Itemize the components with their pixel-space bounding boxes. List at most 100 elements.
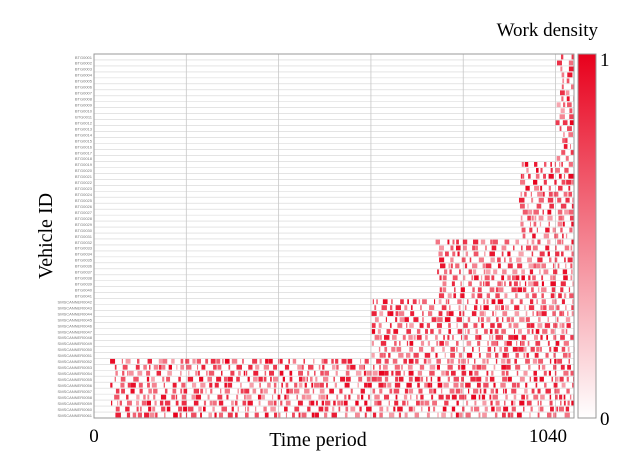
heatmap-cell — [475, 299, 478, 305]
heatmap-cell — [540, 167, 543, 173]
heatmap-cell — [472, 346, 474, 352]
heatmap-cell — [571, 203, 574, 209]
heatmap-cell — [440, 388, 443, 394]
heatmap-cell — [426, 323, 431, 328]
heatmap-cell — [461, 364, 466, 370]
heatmap-cell — [540, 305, 543, 310]
heatmap-cell — [525, 382, 528, 388]
heatmap-cell — [501, 370, 505, 376]
heatmap-cell — [516, 370, 519, 376]
heatmap-cell — [480, 305, 482, 310]
heatmap-cell — [477, 287, 482, 293]
heatmap-cell — [388, 352, 391, 358]
heatmap-cell — [463, 275, 466, 281]
heatmap-cell — [565, 90, 570, 96]
vehicle-id-label: BTG0001 — [75, 55, 93, 60]
heatmap-cell — [385, 317, 387, 322]
heatmap-cell — [222, 358, 224, 364]
heatmap-cell — [420, 376, 424, 382]
heatmap-cell — [172, 388, 177, 394]
heatmap-cell — [324, 406, 329, 412]
heatmap-cell — [273, 388, 277, 394]
heatmap-cell — [525, 358, 530, 364]
heatmap-cell — [528, 209, 533, 215]
heatmap-cell — [179, 412, 182, 418]
heatmap-cell — [531, 388, 535, 394]
heatmap-cell — [418, 388, 423, 394]
heatmap-cell — [434, 299, 436, 305]
heatmap-cell — [298, 370, 303, 376]
heatmap-cell — [562, 233, 564, 239]
heatmap-cell — [191, 382, 197, 388]
x-tick-label-start: 0 — [89, 426, 99, 447]
heatmap-cell — [485, 263, 492, 269]
heatmap-cell — [571, 311, 574, 316]
heatmap-cell — [436, 323, 442, 328]
heatmap-cell — [364, 412, 367, 418]
heatmap-cell — [258, 400, 261, 406]
heatmap-cell — [404, 317, 409, 322]
heatmap-cell — [125, 358, 131, 364]
heatmap-cell — [491, 245, 497, 251]
heatmap-cell — [540, 335, 543, 340]
heatmap-cell — [136, 406, 139, 412]
heatmap-cell — [472, 269, 477, 275]
heatmap-cell — [548, 185, 551, 191]
heatmap-cell — [495, 400, 500, 406]
heatmap-cell — [399, 317, 405, 322]
heatmap-cell — [197, 370, 200, 376]
heatmap-cell — [497, 257, 501, 263]
heatmap-cell — [329, 388, 334, 394]
heatmap-cell — [260, 388, 263, 394]
heatmap-cell — [378, 370, 385, 376]
heatmap-cell — [303, 376, 306, 382]
heatmap-cell — [521, 341, 525, 346]
heatmap-cell — [466, 341, 472, 346]
heatmap-cell — [373, 364, 375, 370]
heatmap-cell — [464, 263, 468, 269]
heatmap-cell — [522, 233, 526, 239]
heatmap-cell — [515, 352, 519, 358]
heatmap-cell — [413, 352, 419, 358]
heatmap-cell — [246, 394, 252, 400]
heatmap-cell — [508, 335, 514, 340]
heatmap-cell — [460, 358, 466, 364]
heatmap-cell — [504, 400, 506, 406]
heatmap-cell — [541, 311, 547, 316]
heatmap-cell — [547, 251, 550, 257]
heatmap-cell — [114, 376, 116, 382]
heatmap-cell — [408, 335, 413, 340]
heatmap-cell — [531, 215, 534, 221]
heatmap-cell — [567, 311, 569, 316]
heatmap-cell — [410, 311, 415, 316]
heatmap-cell — [321, 358, 324, 364]
heatmap-cell — [460, 382, 464, 388]
heatmap-cell — [501, 412, 506, 418]
heatmap-cell — [137, 370, 143, 376]
heatmap-cell — [566, 376, 569, 382]
heatmap-cell — [301, 364, 304, 370]
heatmap-cell — [203, 400, 207, 406]
heatmap-cell — [571, 305, 574, 310]
heatmap-cell — [479, 311, 485, 316]
heatmap-cell — [383, 352, 386, 358]
heatmap-cell — [514, 400, 516, 406]
heatmap-cell — [384, 346, 388, 352]
heatmap-cell — [490, 257, 495, 263]
heatmap-cell — [364, 400, 368, 406]
heatmap-cell — [553, 335, 557, 340]
heatmap-cell — [377, 376, 382, 382]
heatmap-cell — [457, 251, 460, 257]
heatmap-cell — [470, 376, 476, 382]
heatmap-cell — [110, 382, 113, 388]
heatmap-cell — [489, 287, 495, 293]
heatmap-cell — [293, 388, 300, 394]
heatmap-cell — [462, 406, 465, 412]
heatmap-cell — [524, 191, 527, 197]
heatmap-cell — [453, 376, 459, 382]
heatmap-cell — [560, 281, 566, 287]
heatmap-cell — [408, 406, 413, 412]
heatmap-cell — [457, 364, 461, 370]
heatmap-cell — [168, 364, 172, 370]
heatmap-cell — [553, 352, 556, 358]
